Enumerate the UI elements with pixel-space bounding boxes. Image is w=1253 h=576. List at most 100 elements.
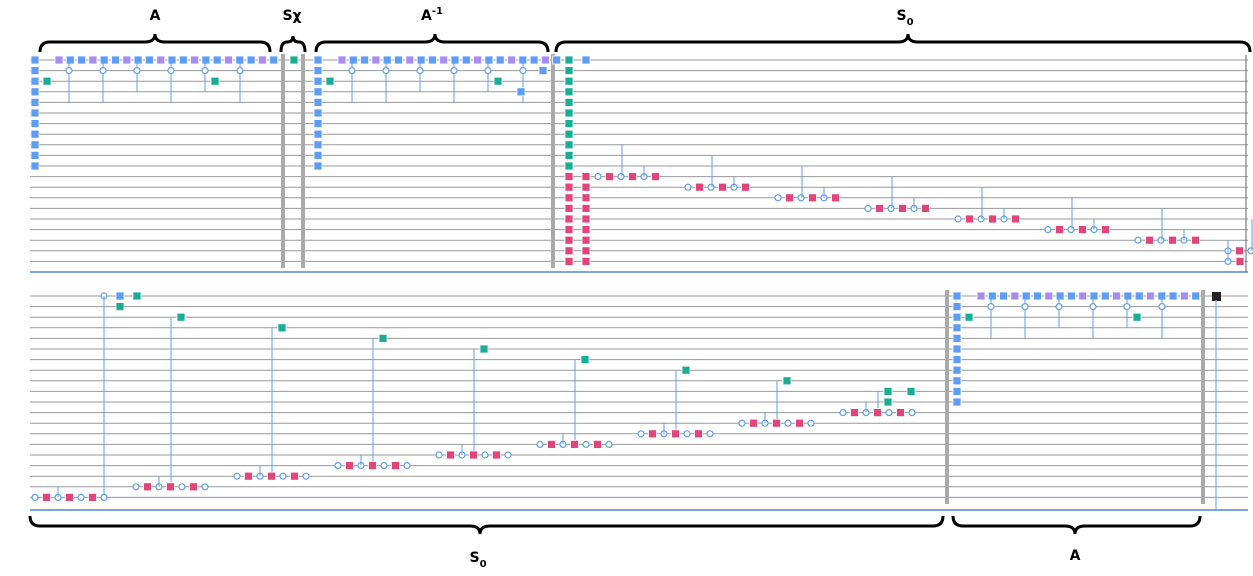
control (302, 472, 310, 480)
gate (593, 439, 602, 449)
barrier (301, 54, 305, 268)
gate (290, 471, 299, 481)
gate (382, 55, 392, 65)
gate (115, 291, 125, 301)
control (403, 462, 411, 470)
control (201, 483, 209, 491)
gate (952, 355, 962, 365)
control (887, 204, 895, 212)
control (617, 173, 625, 181)
braces (28, 33, 1252, 535)
control (481, 451, 489, 459)
control (236, 66, 244, 75)
gate (30, 161, 40, 171)
gate (337, 55, 347, 65)
control (797, 194, 805, 202)
gate (564, 193, 574, 203)
gate (772, 418, 781, 428)
gate (1112, 291, 1121, 301)
gate (1168, 291, 1178, 301)
gate (741, 182, 750, 192)
gate (1235, 256, 1245, 266)
gate (313, 150, 323, 160)
control (684, 183, 692, 191)
control (31, 493, 39, 501)
gate (785, 193, 794, 203)
gate (30, 76, 40, 86)
brace-label: Sχ (282, 8, 301, 24)
control (839, 409, 847, 417)
gate (313, 98, 323, 107)
gate (313, 161, 323, 171)
gate (30, 66, 40, 75)
gate (1123, 291, 1133, 301)
gate (529, 55, 539, 65)
gate (581, 193, 591, 203)
gate (1078, 291, 1088, 301)
gate (446, 450, 455, 460)
gate (325, 76, 335, 86)
control (536, 440, 544, 448)
gate (88, 55, 98, 65)
gate (570, 439, 579, 449)
gate (581, 256, 591, 266)
gate (564, 214, 574, 224)
brace-label: S0 (896, 8, 913, 28)
gate (313, 66, 323, 75)
brace (28, 515, 945, 535)
control (201, 66, 209, 75)
gate (651, 172, 660, 182)
gate (111, 55, 120, 65)
gate (394, 55, 403, 65)
gate (210, 76, 220, 86)
gate (581, 246, 591, 256)
control (738, 419, 746, 427)
gate (30, 140, 40, 150)
gate (30, 87, 40, 97)
gate (898, 203, 907, 213)
control (100, 493, 108, 501)
control (683, 430, 691, 438)
gate (133, 55, 143, 65)
gate (564, 98, 574, 107)
gate (1168, 235, 1177, 245)
label-base: S (896, 8, 906, 24)
gate (965, 214, 974, 224)
control (864, 204, 872, 212)
gate (289, 55, 299, 65)
control (178, 483, 186, 491)
gate (30, 98, 40, 107)
gate (166, 482, 175, 492)
gate (167, 55, 177, 65)
gate (427, 55, 437, 65)
control (885, 409, 893, 417)
control (1021, 303, 1029, 311)
gate (581, 172, 591, 182)
gate (952, 323, 962, 333)
control (908, 409, 916, 417)
gate (450, 55, 460, 65)
gate (564, 108, 574, 118)
control (706, 430, 714, 438)
gate (469, 450, 478, 460)
barrier (281, 54, 285, 268)
gate (605, 172, 614, 182)
wires (30, 54, 1248, 511)
gate (190, 55, 200, 65)
control (484, 66, 492, 75)
gate (952, 376, 962, 386)
gate (538, 66, 548, 75)
label-sub: 0 (480, 559, 487, 570)
gate (495, 55, 505, 65)
gate (77, 55, 86, 65)
control (977, 215, 985, 223)
gate (484, 55, 494, 65)
gate (564, 246, 574, 256)
gate (1055, 291, 1065, 301)
gate (976, 291, 986, 301)
label-base: A (421, 8, 432, 24)
control (133, 66, 141, 75)
gate (987, 291, 997, 301)
control (954, 215, 962, 223)
gate (1067, 291, 1076, 301)
